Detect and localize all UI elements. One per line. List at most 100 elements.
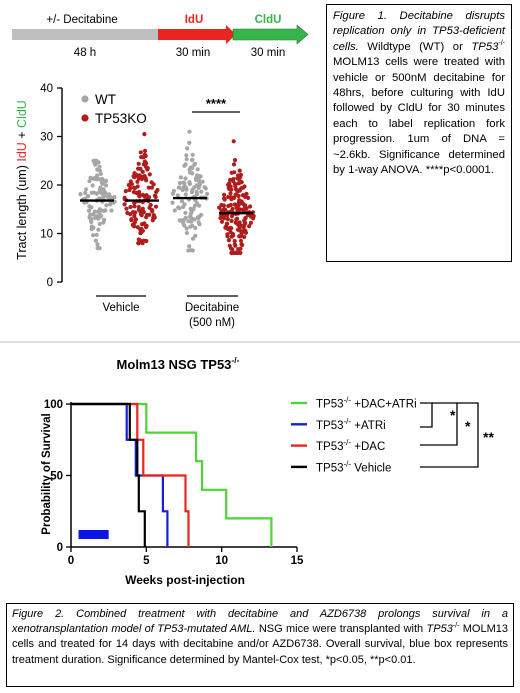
chart1-data-point	[144, 225, 149, 230]
chart1-data-point	[187, 129, 192, 134]
chart1-data-point	[222, 196, 227, 201]
chart1-data-point	[233, 243, 238, 248]
chart1-data-point	[229, 195, 234, 200]
chart1-data-point	[183, 192, 188, 197]
chart1-data-point	[187, 180, 192, 185]
chart1-legend-label: WT	[95, 92, 116, 107]
chart1-data-point	[238, 172, 243, 177]
chart1-data-point	[202, 185, 207, 190]
chart1-data-point	[170, 191, 175, 196]
chart1-data-point	[238, 250, 243, 255]
chart2-sig-1: *	[450, 407, 456, 423]
chart1-data-points	[78, 129, 256, 255]
chart1-data-point	[231, 162, 237, 167]
chart2-xtick-label: 10	[215, 555, 228, 567]
tract-length-chart: Tract length (um) IdU + CldU 0 10 20 30 40 W…	[15, 83, 256, 329]
chart1-data-point	[178, 175, 183, 180]
chart1-legend: WT TP53KO	[81, 92, 147, 126]
chart1-data-point	[139, 213, 144, 218]
chart1-data-point	[181, 204, 186, 209]
chart1-data-point	[231, 139, 236, 144]
timeline-step2-label: IdU	[185, 14, 204, 26]
chart1-data-point	[221, 216, 227, 221]
chart1-data-point	[155, 187, 160, 193]
chart1-ytick-label: 10	[40, 229, 53, 241]
chart1-data-point	[234, 217, 239, 222]
chart2-xtick-label: 5	[143, 555, 150, 567]
timeline-step2-duration: 30 min	[176, 47, 211, 59]
chart2-legend-label: TP53-/- +DAC	[316, 438, 385, 453]
chart1-data-point	[139, 155, 144, 160]
chart1-data-point	[181, 221, 186, 226]
chart1-data-point	[187, 140, 192, 145]
chart1-data-point	[190, 171, 195, 176]
figure2-caption: Figure 2. Combined treatment with decita…	[6, 603, 514, 687]
chart1-data-point	[94, 214, 99, 219]
chart2-legend-label: TP53-/- +ATRi	[316, 417, 386, 432]
chart1-data-point	[190, 248, 195, 253]
chart1-data-point	[88, 212, 93, 217]
chart1-data-point	[136, 204, 141, 210]
chart1-data-point	[183, 215, 188, 220]
chart1-data-point	[141, 238, 146, 243]
chart1-data-point	[101, 208, 106, 213]
chart1-data-point	[150, 218, 155, 223]
chart1-data-point	[226, 194, 231, 200]
chart1-data-point	[153, 204, 159, 209]
chart1-data-point	[192, 203, 197, 208]
chart1-data-point	[103, 183, 109, 188]
chart2-sig-2: *	[465, 418, 471, 434]
chart1-data-point	[229, 226, 234, 231]
chart2-ytick-label: 0	[57, 542, 63, 554]
chart1-data-point	[226, 182, 231, 187]
chart1-y-ticks: 0 10 20 30 40	[40, 83, 62, 289]
chart1-data-point	[138, 150, 143, 155]
chart1-data-point	[146, 195, 151, 201]
chart1-data-point	[135, 225, 140, 230]
chart1-data-point	[100, 177, 105, 182]
chart1-xgroup-vehicle: Vehicle	[102, 302, 139, 314]
chart1-data-point	[230, 206, 235, 212]
chart1-data-point	[132, 213, 137, 219]
chart1-data-point	[90, 183, 95, 188]
chart1-data-point	[128, 204, 133, 210]
chart1-data-point	[142, 148, 148, 153]
chart2-title: Molm13 NSG TP53-/-	[117, 355, 240, 372]
chart1-ytick-label: 20	[40, 180, 53, 192]
chart1-data-point	[192, 162, 197, 167]
chart1-data-point	[151, 182, 156, 187]
chart2-curve-vehicle	[71, 402, 146, 547]
chart1-data-point	[150, 209, 155, 214]
figure1-caption-text-a: Wildtype (WT) or	[367, 40, 463, 53]
chart1-data-point	[192, 217, 197, 222]
chart1-data-point	[94, 232, 99, 237]
chart1-data-point	[147, 205, 152, 210]
chart1-data-point	[122, 202, 127, 207]
chart1-data-point	[145, 167, 150, 172]
chart1-data-point	[147, 172, 152, 177]
chart1-data-point	[227, 177, 233, 183]
chart1-data-point	[136, 161, 141, 166]
chart1-data-point	[184, 226, 189, 231]
chart1-data-point	[83, 190, 88, 195]
chart1-ylabel-idu: IdU	[15, 142, 29, 161]
chart1-data-point	[184, 157, 189, 162]
chart1-data-point	[136, 237, 141, 242]
chart1-data-point	[243, 216, 248, 221]
chart1-data-point	[149, 185, 154, 190]
chart1-data-point	[236, 222, 241, 227]
chart1-data-point	[179, 199, 185, 204]
chart1-data-point	[146, 185, 151, 190]
chart1-data-point	[95, 242, 100, 247]
figure1-caption: Figure 1. Decitabine disrupts replicatio…	[326, 4, 512, 262]
chart1-data-point	[194, 189, 199, 194]
chart1-ylabel-plus: +	[15, 128, 29, 142]
chart1-data-point	[236, 247, 241, 252]
chart1-data-point	[132, 185, 137, 190]
chart2-legend-suffix: +ATRi	[351, 420, 386, 432]
figure1-caption-gene: TP53	[471, 40, 499, 53]
chart1-data-point	[91, 233, 96, 238]
chart2-ytick-label: 100	[44, 399, 63, 411]
chart2-curve--dac-atri	[71, 402, 273, 547]
